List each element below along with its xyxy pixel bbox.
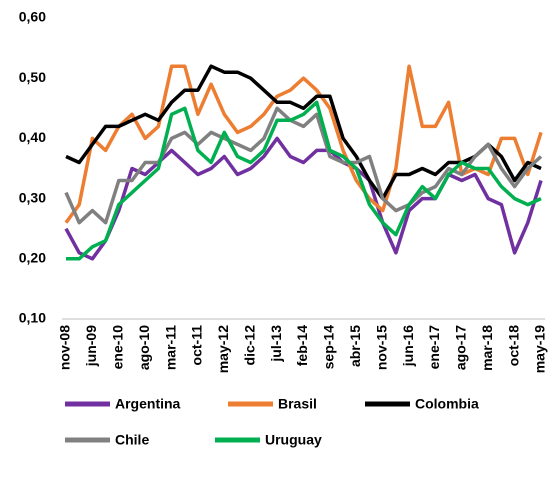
y-tick-label: 0,40 [19,129,46,145]
y-tick-label: 0,30 [19,189,46,205]
x-tick-label: jul-13 [268,325,284,363]
x-tick-label: ene-17 [426,325,442,370]
legend-label: Uruguay [265,432,322,448]
y-tick-label: 0,60 [19,9,46,25]
x-tick-label: abr-15 [347,325,363,367]
x-tick-label: sep-14 [321,325,337,370]
x-tick-label: mar-11 [162,325,178,370]
x-tick-label: oct-11 [189,325,205,366]
y-tick-label: 0,20 [19,250,46,266]
series-line [66,100,542,261]
x-tick-label: feb-14 [294,325,310,366]
series-line [64,64,543,224]
x-tick-label: may-19 [532,325,548,373]
x-tick-label: nov-08 [57,325,73,370]
x-tick-label: dic-12 [241,325,257,366]
x-tick-label: mar-18 [479,325,495,371]
legend-label: Chile [115,432,149,448]
legend-label: Brasil [278,396,317,412]
legend-label: Colombia [415,396,479,412]
y-tick-label: 0,50 [19,69,46,85]
x-tick-label: nov-15 [373,325,389,370]
y-tick-label: 0,10 [19,310,46,326]
legend-label: Argentina [115,396,181,412]
x-tick-label: ene-10 [109,325,125,370]
x-tick-label: jun-16 [400,325,416,367]
x-tick-label: may-12 [215,325,231,373]
x-tick-label: jun-09 [83,325,99,367]
series-line [64,136,543,261]
x-tick-label: ago-17 [453,325,469,370]
series-line [64,106,543,225]
x-tick-label: ago-10 [136,325,152,370]
x-tick-label: oct-18 [505,325,521,366]
